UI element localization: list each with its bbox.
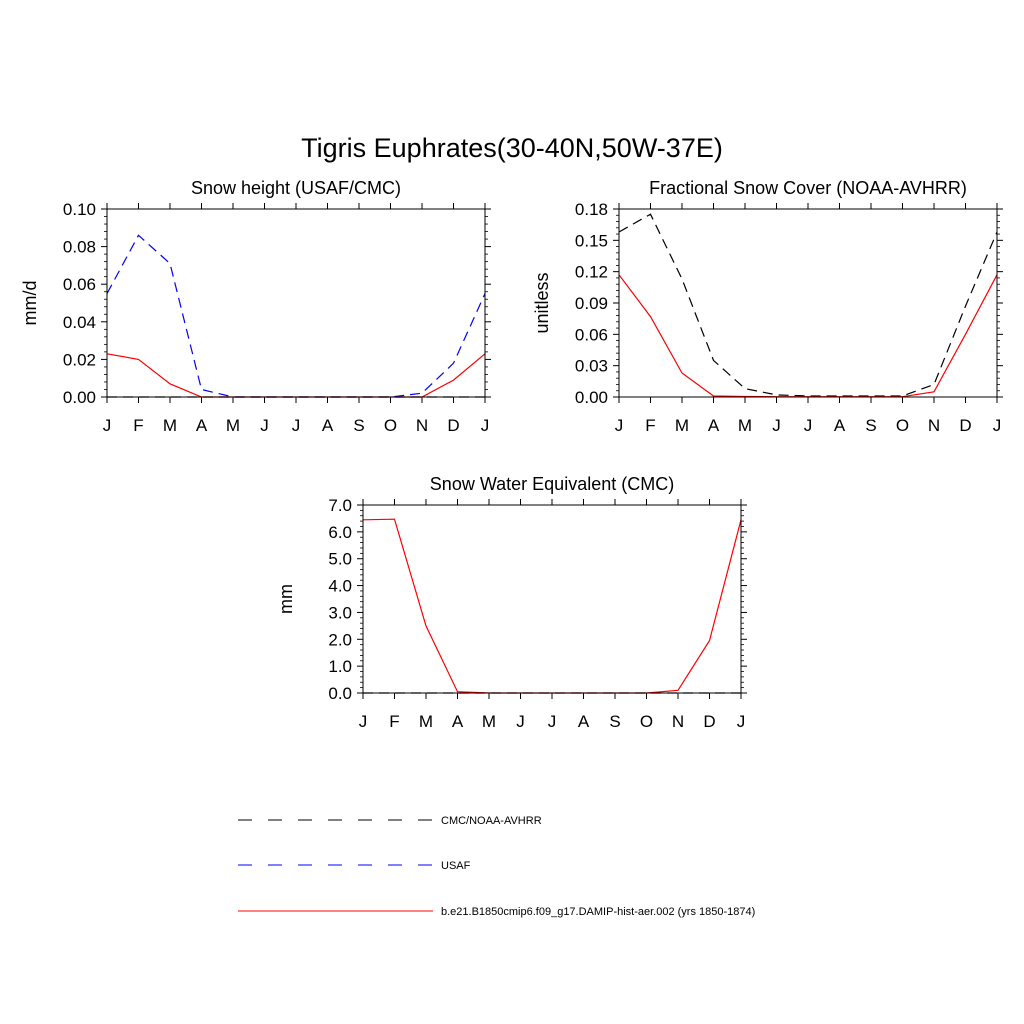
snow-height-title: Snow height (USAF/CMC) (191, 178, 401, 198)
y-tick-label: 3.0 (328, 603, 352, 622)
y-tick-label: 0.06 (575, 325, 608, 344)
panels: Snow height (USAF/CMC) mm/d 0.00 0.02 0.04 0.… (20, 178, 1003, 731)
swe-title: Snow Water Equivalent (CMC) (430, 474, 674, 494)
y-tick-label: 5.0 (328, 550, 352, 569)
x-tick-label: O (640, 712, 653, 731)
x-tick-label: N (672, 712, 684, 731)
snow-cover-frame (618, 208, 998, 398)
y-tick-label: 0.00 (575, 388, 608, 407)
snow-cover-title: Fractional Snow Cover (NOAA-AVHRR) (649, 178, 967, 198)
x-tick-label: J (804, 416, 813, 435)
swe-ylabel: mm (276, 584, 296, 614)
y-tick-label: 0.06 (63, 275, 96, 294)
x-tick-label: M (738, 416, 752, 435)
legend-label: CMC/NOAA-AVHRR (441, 815, 542, 827)
snow-cover-series-line (618, 213, 998, 397)
x-tick-label: D (703, 712, 715, 731)
y-tick-label: 0.12 (575, 263, 608, 282)
swe-panel: Snow Water Equivalent (CMC) mm 0.0 1.0 2.0 3.… (276, 474, 747, 731)
y-tick-label: 4.0 (328, 577, 352, 596)
y-tick-label: 0.03 (575, 357, 608, 376)
swe-frame (362, 504, 742, 694)
snow-height-frame (106, 208, 486, 398)
x-tick-label: J (292, 416, 301, 435)
x-tick-label: J (359, 712, 368, 731)
x-tick-label: D (959, 416, 971, 435)
x-tick-label: J (481, 416, 490, 435)
x-tick-label: J (103, 416, 112, 435)
x-tick-label: M (226, 416, 240, 435)
x-tick-label: S (353, 416, 364, 435)
x-tick-label: J (993, 416, 1002, 435)
y-tick-label: 0.00 (63, 388, 96, 407)
y-tick-label: 0.08 (63, 238, 96, 257)
x-tick-label: A (708, 416, 720, 435)
legend: CMC/NOAA-AVHRR USAF b.e21.B1850cmip6.f09_g… (238, 815, 755, 918)
snow-cover-ylabel: unitless (532, 272, 552, 333)
y-tick-label: 6.0 (328, 523, 352, 542)
x-tick-label: A (452, 712, 464, 731)
snow-height-series-line (106, 234, 486, 398)
x-tick-label: J (615, 416, 624, 435)
y-tick-label: 0.09 (575, 294, 608, 313)
y-tick-label: 1.0 (328, 657, 352, 676)
x-tick-label: O (896, 416, 909, 435)
x-tick-label: J (516, 712, 525, 731)
x-tick-label: A (322, 416, 334, 435)
x-tick-label: J (260, 416, 269, 435)
main-title: Tigris Euphrates(30-40N,50W-37E) (301, 133, 723, 163)
y-tick-label: 0.15 (575, 231, 608, 250)
y-tick-label: 0.10 (63, 200, 96, 219)
x-tick-label: M (419, 712, 433, 731)
x-tick-label: M (482, 712, 496, 731)
y-tick-label: 2.0 (328, 630, 352, 649)
y-tick-label: 7.0 (328, 496, 352, 515)
x-tick-label: S (609, 712, 620, 731)
x-tick-label: M (675, 416, 689, 435)
legend-label: b.e21.B1850cmip6.f09_g17.DAMIP-hist-aer.… (441, 906, 755, 918)
y-tick-label: 0.02 (63, 350, 96, 369)
x-tick-label: N (416, 416, 428, 435)
swe-series-line (362, 518, 742, 694)
snow-height-ylabel: mm/d (20, 281, 40, 326)
x-tick-label: F (389, 712, 399, 731)
x-tick-label: N (928, 416, 940, 435)
x-tick-label: A (834, 416, 846, 435)
snow-cover-series-line (618, 274, 998, 398)
x-tick-label: J (772, 416, 781, 435)
legend-label: USAF (441, 860, 471, 872)
x-tick-label: J (737, 712, 746, 731)
snow-height-panel: Snow height (USAF/CMC) mm/d 0.00 0.02 0.04 0.… (20, 178, 491, 435)
x-tick-label: F (133, 416, 143, 435)
y-tick-label: 0.04 (63, 313, 96, 332)
y-tick-label: 0.0 (328, 684, 352, 703)
x-tick-label: S (865, 416, 876, 435)
x-tick-label: J (548, 712, 557, 731)
snow-height-series-line (106, 353, 486, 398)
x-tick-label: A (196, 416, 208, 435)
x-tick-label: F (645, 416, 655, 435)
x-tick-label: A (578, 712, 590, 731)
snow-cover-panel: Fractional Snow Cover (NOAA-AVHRR) unitle… (532, 178, 1003, 435)
x-tick-label: D (447, 416, 459, 435)
y-tick-label: 0.18 (575, 200, 608, 219)
x-tick-label: O (384, 416, 397, 435)
x-tick-label: M (163, 416, 177, 435)
